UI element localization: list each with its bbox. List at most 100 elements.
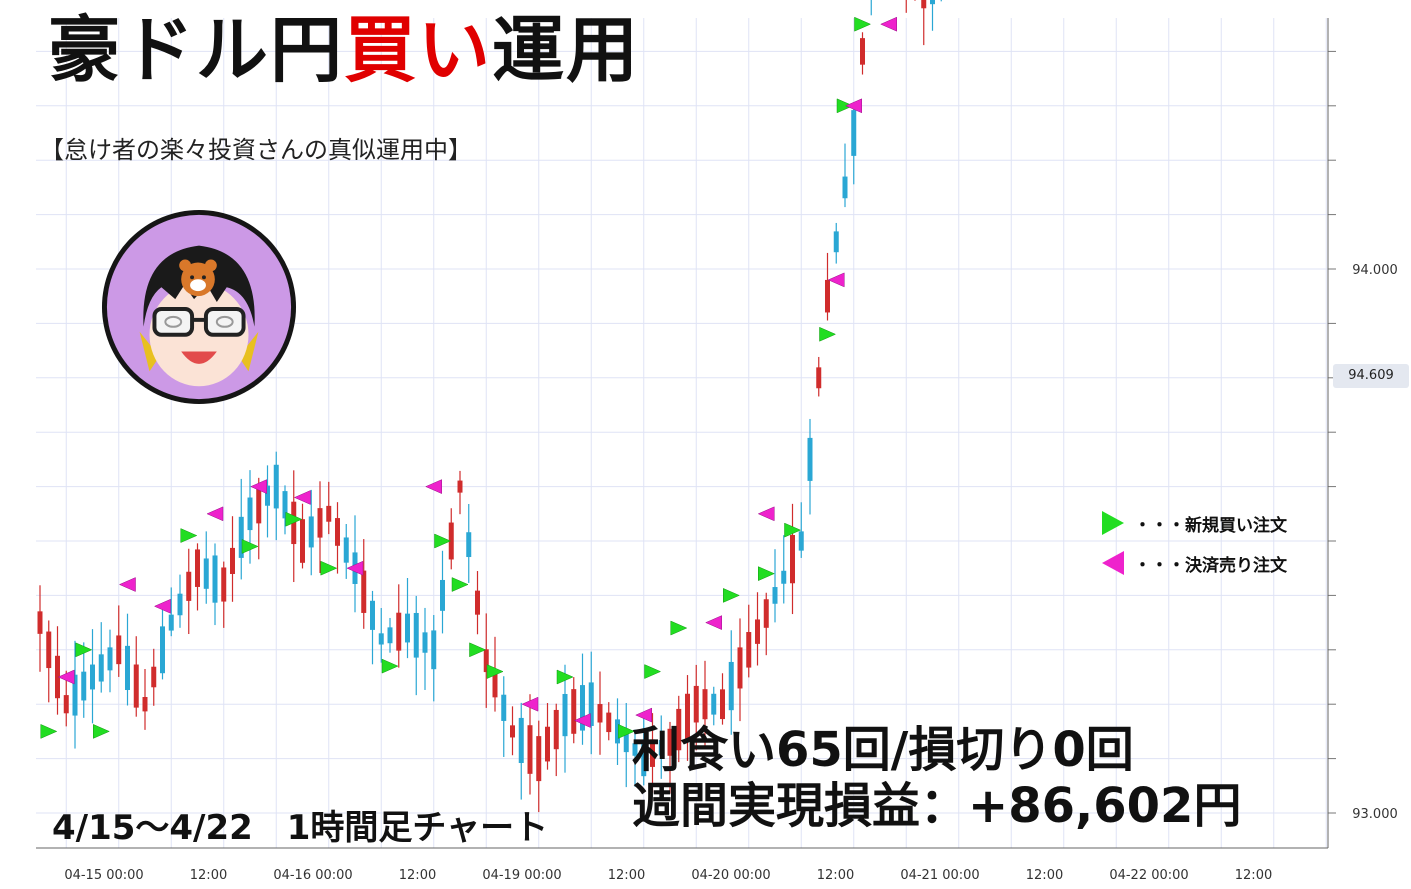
candle-body	[667, 728, 673, 756]
candle-body	[833, 231, 839, 253]
candle-body	[930, 0, 935, 5]
sell-order-marker	[250, 479, 267, 494]
candle-body	[308, 516, 314, 548]
x-tick-label: 04-19 00:00	[482, 868, 561, 883]
buy-order-marker	[644, 664, 662, 679]
candle-body	[545, 726, 550, 762]
candles	[37, 0, 942, 813]
legend-sell-label: ・・・決済売り注文	[1134, 555, 1287, 576]
candle-body	[720, 689, 725, 720]
order-markers	[40, 16, 897, 739]
candle-body	[396, 612, 402, 651]
buy-order-marker	[819, 326, 837, 342]
x-tick-label: 12:00	[190, 868, 227, 883]
x-tick-label: 04-21 00:00	[900, 868, 979, 883]
candle-body	[501, 694, 507, 721]
buy-order-marker	[618, 724, 635, 739]
candle-body	[623, 728, 629, 753]
buy-order-marker	[285, 511, 303, 527]
candle-body	[142, 697, 148, 712]
candle-body	[37, 611, 43, 634]
candle-body	[860, 38, 865, 65]
candle-body	[265, 485, 270, 506]
buy-order-marker	[40, 724, 58, 739]
sell-order-marker	[705, 615, 722, 630]
candle-body	[387, 627, 393, 644]
candle-body	[370, 600, 375, 630]
candle-body	[247, 497, 253, 531]
candle-body	[230, 547, 235, 574]
chart-grid	[36, 18, 1336, 849]
candle-body	[98, 654, 104, 682]
candle-body	[440, 579, 445, 611]
candle-body	[335, 518, 340, 546]
legend-buy: ・・・新規買い注文	[1100, 506, 1287, 540]
candle-body	[90, 664, 95, 690]
candle-body	[195, 549, 200, 587]
candle-body	[466, 532, 472, 558]
candle-body	[378, 633, 384, 645]
candle-body	[361, 570, 367, 613]
candle-body	[168, 614, 174, 631]
x-tick-label: 04-15 00:00	[64, 868, 143, 883]
candle-body	[851, 110, 857, 156]
x-tick-label: 12:00	[399, 868, 436, 883]
page-title: 豪ドル円買い運用	[48, 14, 640, 86]
sell-order-marker	[293, 490, 311, 505]
title-prefix: 豪ドル円	[48, 8, 345, 92]
candle-body	[238, 516, 244, 558]
buy-order-marker	[93, 724, 110, 739]
candle-body	[63, 695, 69, 714]
candle-body	[510, 725, 515, 738]
candle-body	[676, 708, 682, 751]
candle-body	[177, 593, 183, 616]
candle-body	[125, 645, 130, 691]
x-tick-label: 12:00	[1235, 868, 1272, 883]
sell-order-marker	[206, 506, 224, 522]
sell-order-marker	[57, 669, 75, 685]
candle-body	[107, 647, 113, 671]
candle-body	[816, 367, 822, 389]
candle-body	[571, 689, 577, 734]
sell-order-marker	[118, 577, 136, 592]
candle-body	[492, 671, 498, 698]
buy-order-marker	[451, 577, 469, 592]
candle-body	[632, 743, 638, 756]
x-tick-label: 12:00	[817, 868, 854, 883]
legend-buy-label: ・・・新規買い注文	[1134, 515, 1287, 536]
candle-body	[842, 176, 848, 199]
sell-order-marker	[757, 506, 775, 522]
candle-body	[405, 613, 410, 643]
buy-order-marker	[556, 669, 574, 685]
candle-body	[317, 508, 323, 538]
candle-body	[46, 631, 52, 669]
candle-body	[151, 666, 157, 688]
y-tick-label: 93.000	[1352, 807, 1398, 822]
buy-order-marker	[836, 98, 854, 114]
period-label: 4/15～4/22 1時間足チャート	[52, 808, 549, 848]
buy-order-marker	[758, 566, 775, 582]
candle-body	[72, 674, 78, 716]
x-tick-label: 04-20 00:00	[691, 868, 770, 883]
candle-body	[702, 689, 708, 720]
candle-body	[921, 0, 927, 9]
candle-body	[273, 464, 279, 509]
candle-body	[711, 693, 717, 715]
sell-order-marker	[521, 696, 539, 712]
candle-body	[650, 739, 655, 767]
buy-marker-icon	[1102, 511, 1124, 535]
candle-body	[658, 740, 664, 756]
sell-order-marker	[827, 272, 845, 288]
trade-count: 利食い65回/損切り0回	[632, 722, 1134, 778]
x-tick-label: 04-16 00:00	[273, 868, 352, 883]
x-tick-label: 12:00	[608, 868, 645, 883]
candle-body	[825, 279, 830, 313]
candle-body	[790, 535, 795, 584]
candle-body	[755, 619, 760, 644]
candle-body	[475, 590, 480, 615]
buy-order-marker	[486, 664, 504, 679]
candle-body	[693, 685, 699, 723]
candle-body	[798, 531, 804, 551]
